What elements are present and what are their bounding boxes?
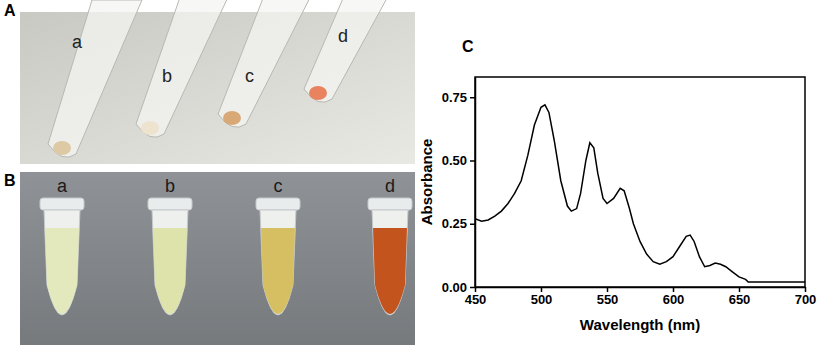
panel-c: C 450 500 550 600 650 700 0.00 0.25 0.50 0.75 Wavel… bbox=[418, 38, 816, 333]
tube bbox=[44, 210, 80, 315]
x-tick-label: 450 bbox=[465, 292, 487, 307]
y-axis: 0.00 0.25 0.50 0.75 bbox=[442, 78, 476, 295]
tube-liquid bbox=[153, 228, 187, 314]
panel-label: C bbox=[462, 38, 474, 55]
tube-cap bbox=[148, 198, 192, 210]
tube-label: c bbox=[245, 66, 254, 86]
tube-cap bbox=[40, 198, 84, 210]
plot-area bbox=[475, 105, 805, 282]
y-tick-mark bbox=[470, 287, 475, 289]
y-tick-label: 0.75 bbox=[442, 90, 467, 105]
tube-label: b bbox=[162, 66, 172, 86]
x-tick-label: 600 bbox=[663, 292, 685, 307]
x-tick: 700 bbox=[795, 287, 817, 307]
x-tick: 450 bbox=[465, 287, 487, 307]
x-tick-label: 500 bbox=[531, 292, 553, 307]
x-tick-label: 700 bbox=[795, 292, 817, 307]
tube-label: b bbox=[165, 176, 175, 196]
y-tick: 0.75 bbox=[442, 90, 475, 105]
y-axis-line bbox=[475, 78, 477, 288]
panel-b: abcdB bbox=[4, 172, 415, 345]
panel-label: A bbox=[4, 2, 16, 19]
x-tick: 500 bbox=[531, 287, 553, 307]
y-tick-mark bbox=[470, 97, 475, 99]
y-tick: 0.00 bbox=[442, 280, 475, 295]
x-axis-title: Wavelength (nm) bbox=[580, 316, 700, 333]
pellet bbox=[223, 111, 241, 125]
plot-frame bbox=[475, 77, 805, 287]
photo-background bbox=[20, 172, 415, 345]
x-tick-label: 650 bbox=[729, 292, 751, 307]
tube bbox=[372, 210, 408, 315]
y-tick: 0.50 bbox=[442, 153, 475, 168]
y-tick-label: 0.00 bbox=[442, 280, 467, 295]
tube-cap bbox=[368, 198, 412, 210]
pellet bbox=[141, 121, 159, 135]
tube bbox=[152, 210, 188, 315]
tube-label: d bbox=[338, 26, 348, 46]
y-axis-title: Absorbance bbox=[418, 139, 435, 226]
y-tick: 0.25 bbox=[442, 216, 475, 231]
y-tick-mark bbox=[470, 160, 475, 162]
y-tick-label: 0.50 bbox=[442, 153, 467, 168]
panel-a: a b c d A bbox=[4, 0, 416, 164]
x-tick: 600 bbox=[663, 287, 685, 307]
y-tick-mark bbox=[470, 223, 475, 225]
tube-liquid bbox=[373, 228, 407, 314]
tube-label: a bbox=[57, 176, 68, 196]
y-tick-label: 0.25 bbox=[442, 216, 467, 231]
pellet bbox=[53, 141, 71, 155]
tube-liquid bbox=[261, 228, 295, 314]
tube bbox=[260, 210, 296, 315]
x-tick: 650 bbox=[729, 287, 751, 307]
pellet bbox=[309, 86, 327, 100]
panel-label: B bbox=[4, 172, 16, 189]
x-axis-line bbox=[476, 287, 806, 289]
x-axis: 450 500 550 600 650 700 bbox=[465, 287, 817, 307]
tube bbox=[48, 0, 142, 157]
tube bbox=[218, 0, 324, 127]
figure: a b c d Aa b c d B C 450 500 550 600 650 700 0.00 0.25 0.5… bbox=[0, 0, 829, 350]
tube-label: d bbox=[385, 176, 395, 196]
tube-liquid bbox=[45, 228, 79, 314]
tube bbox=[304, 0, 416, 102]
tube-cap bbox=[256, 198, 300, 210]
spectrum-line bbox=[475, 105, 805, 282]
x-tick: 550 bbox=[597, 287, 619, 307]
tube-label: a bbox=[72, 32, 83, 52]
x-tick-label: 550 bbox=[597, 292, 619, 307]
tube-label: c bbox=[274, 176, 283, 196]
